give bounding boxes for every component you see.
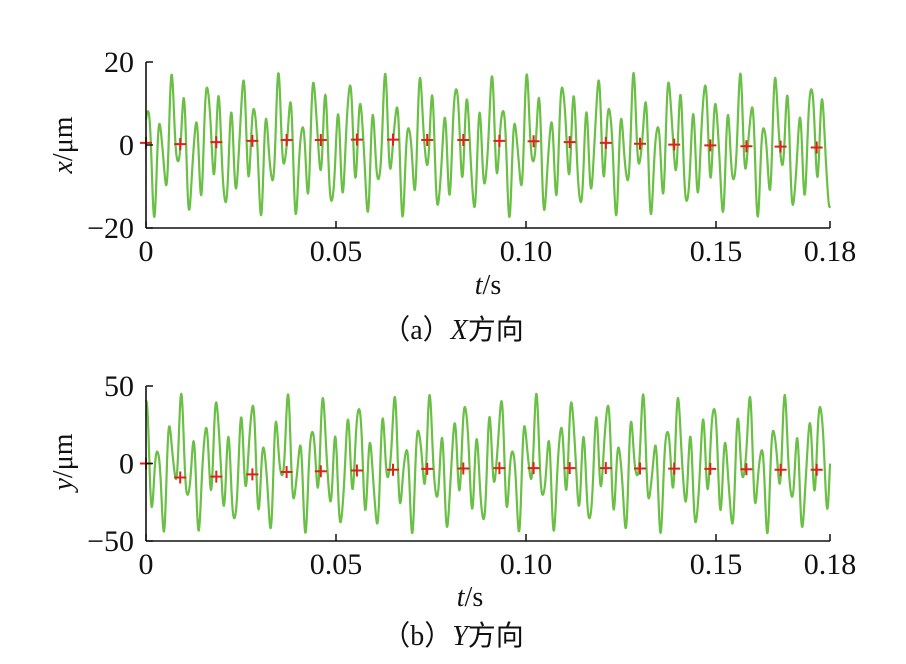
marker-point (634, 462, 646, 475)
marker-point (314, 465, 327, 478)
marker-point (527, 135, 540, 148)
ytick-label: 50 (104, 370, 134, 403)
marker-point (774, 463, 787, 476)
xtick-label: 0.18 (804, 235, 857, 268)
marker-point (668, 138, 681, 151)
marker-point (280, 466, 293, 479)
marker-point (599, 462, 612, 475)
marker-point (634, 137, 646, 150)
marker-point (740, 140, 753, 153)
xtick-label: 0 (139, 548, 154, 581)
marker-point (810, 141, 823, 154)
panel-y-direction: 500−500 0.05 0.10 0.15 0.18 y/μm t/s （b）Y方向 (48, 370, 856, 652)
signal-line (145, 392, 832, 535)
marker-point (350, 133, 363, 146)
marker-point (457, 462, 470, 475)
marker-point (246, 134, 259, 147)
marker-point (493, 134, 506, 147)
xtick-label: 0 (139, 235, 154, 268)
marker-point (174, 138, 187, 151)
marker-point (774, 140, 787, 153)
marker-point (421, 134, 434, 147)
axes: 200−200 0.05 0.10 0.15 0.18 (87, 46, 856, 268)
series-line (145, 392, 832, 535)
xtick-label: 0.05 (310, 235, 363, 268)
y-axis-label: y/μm (48, 433, 79, 493)
marker-point (280, 134, 293, 147)
xtick-label: 0.10 (500, 548, 553, 581)
xtick-label: 0.10 (500, 235, 553, 268)
axes: 500−500 0.05 0.10 0.15 0.18 (87, 370, 856, 581)
marker-point (810, 463, 823, 476)
ytick-label: −50 (87, 525, 134, 558)
x-axis-label: t/s (475, 270, 501, 301)
ytick-label: 20 (104, 46, 134, 79)
marker-point (563, 136, 576, 149)
marker-point (210, 136, 223, 149)
caption-a: （a）X方向 (382, 314, 524, 346)
marker-point (527, 462, 540, 475)
series-line (144, 71, 832, 218)
marker-point (563, 462, 576, 475)
marker-point (174, 471, 187, 484)
marker-point (668, 462, 681, 475)
marker-point (387, 133, 399, 146)
signal-line (144, 71, 832, 218)
marker-point (421, 462, 434, 475)
caption-b: （b）Y方向 (382, 620, 524, 652)
marker-point (599, 136, 612, 149)
xtick-label: 0.05 (310, 548, 363, 581)
marker-series (140, 457, 823, 484)
marker-point (740, 463, 753, 476)
y-axis-label: x/μm (48, 116, 79, 174)
xtick-label: 0.18 (804, 548, 857, 581)
xtick-label: 0.15 (690, 235, 743, 268)
x-axis-label: t/s (457, 582, 483, 613)
marker-point (350, 464, 363, 477)
marker-point (457, 134, 470, 147)
ytick-label: 0 (119, 129, 134, 162)
ytick-label: 0 (119, 448, 134, 481)
panel-x-direction: 200−200 0.05 0.10 0.15 0.18 x/μm t/s （a）X方向 (48, 46, 856, 346)
xtick-label: 0.15 (690, 548, 743, 581)
marker-point (246, 468, 259, 481)
marker-point (210, 470, 223, 483)
marker-point (704, 462, 717, 475)
marker-point (493, 462, 506, 475)
marker-point (704, 139, 717, 152)
ytick-label: −20 (87, 212, 134, 245)
marker-point (387, 463, 399, 476)
marker-point (314, 134, 327, 147)
marker-series (140, 133, 823, 154)
